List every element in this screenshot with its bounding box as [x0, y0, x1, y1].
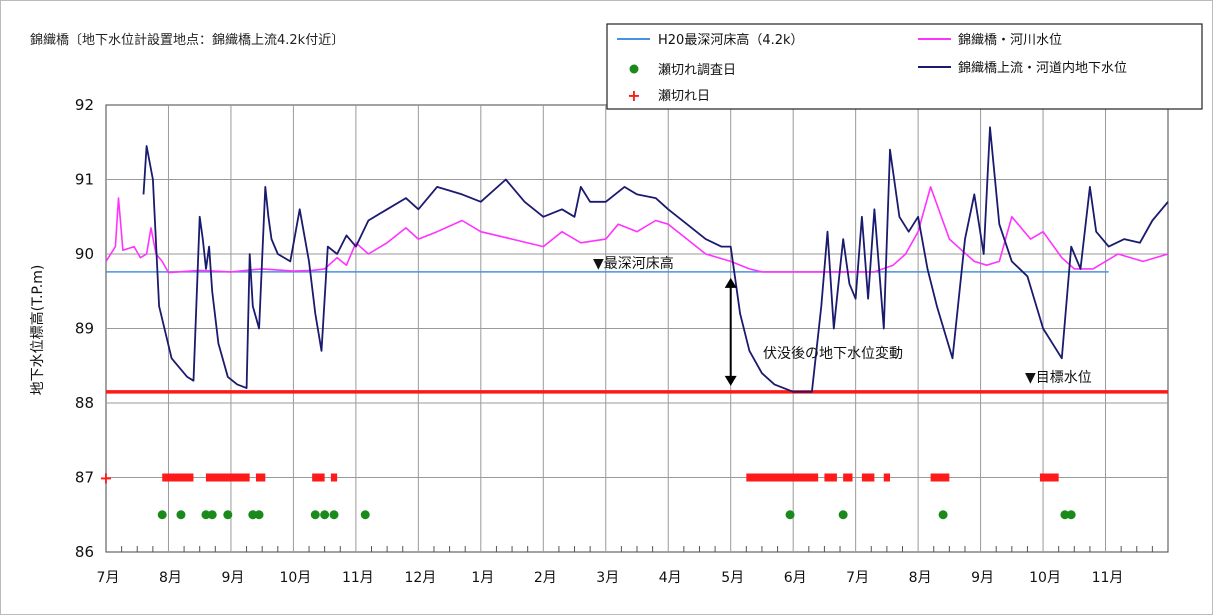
- y-tick-label: 89: [75, 320, 94, 338]
- x-tick-label: 10月: [279, 570, 311, 586]
- x-tick-label: 8月: [159, 570, 182, 586]
- dryup-range: [330, 473, 338, 482]
- survey-marker: [838, 510, 848, 520]
- y-tick-label: 88: [75, 394, 94, 412]
- change-arrow-head-bottom: [724, 375, 737, 386]
- dryup-range: [843, 473, 853, 482]
- legend: H20最深河床高（4.2k） 瀬切れ調査日 + 瀬切れ日 錦織橋・河川水位 錦織…: [606, 23, 1203, 110]
- axis-layer: 7月 8月 9月 10月 11月 12月 1月 2月 3月 4月 5月 6月 7月 8月 9月 10月 11月 8…: [75, 96, 1153, 586]
- dryup-range: [861, 473, 875, 482]
- x-tick-label: 9月: [221, 570, 244, 586]
- target-level-annotation: ▼目標水位: [1025, 370, 1092, 386]
- y-axis-label: 地下水位標高(T.P.m): [29, 265, 46, 396]
- x-tick-label: 3月: [596, 570, 619, 586]
- river-level-line: [105, 186, 1169, 274]
- y-tick-label: 92: [75, 96, 94, 114]
- x-tick-label: 4月: [659, 570, 682, 586]
- x-tick-label: 7月: [846, 570, 869, 586]
- groundwater-level-line: [142, 126, 1169, 393]
- annotation-layer: ▼最深河床高 伏没後の地下水位変動 ▼目標水位: [593, 255, 1092, 386]
- y-tick-label: 86: [75, 543, 94, 561]
- survey-marker: [320, 510, 330, 520]
- survey-marker: [1060, 510, 1070, 520]
- survey-marker: [201, 510, 211, 520]
- survey-marker: [360, 510, 370, 520]
- legend-river-label: 錦織橋・河川水位: [958, 32, 1062, 48]
- dryup-range: [312, 473, 325, 482]
- legend-dryup-label: 瀬切れ日: [658, 89, 710, 104]
- marker-layer: +: [99, 277, 1076, 520]
- legend-dryup-marker: +: [627, 86, 640, 105]
- x-tick-label: 11月: [1092, 570, 1124, 586]
- legend-groundwater-label: 錦織橋上流・河道内地下水位: [958, 60, 1127, 76]
- dryup-range: [1039, 473, 1059, 482]
- dryup-marker: +: [99, 469, 112, 488]
- survey-marker: [248, 510, 258, 520]
- dryup-range: [883, 473, 891, 482]
- legend-survey-marker: [629, 64, 639, 74]
- x-tick-label: 1月: [471, 570, 494, 586]
- legend-survey-label: 瀬切れ調査日: [658, 63, 736, 78]
- dryup-range: [824, 473, 837, 482]
- y-tick-label: 91: [75, 171, 94, 189]
- chart-title: 錦織橋〔地下水位計設置地点：錦織橋上流4.2k付近〕: [30, 32, 344, 48]
- x-tick-label: 8月: [909, 570, 932, 586]
- survey-marker: [938, 510, 948, 520]
- x-tick-label: 10月: [1029, 570, 1061, 586]
- groundwater-change-annotation: 伏没後の地下水位変動: [763, 345, 903, 362]
- x-tick-label: 12月: [404, 570, 436, 586]
- legend-bed-label: H20最深河床高（4.2k）: [658, 32, 804, 48]
- survey-marker: [176, 510, 186, 520]
- dryup-range: [162, 473, 194, 482]
- x-tick-label: 7月: [97, 570, 120, 586]
- survey-marker: [310, 510, 320, 520]
- dryup-range: [205, 473, 250, 482]
- survey-marker: [329, 510, 339, 520]
- y-tick-label: 87: [75, 469, 94, 487]
- x-tick-label: 11月: [342, 570, 374, 586]
- y-tick-label: 90: [75, 245, 94, 263]
- x-tick-label: 9月: [971, 570, 994, 586]
- survey-marker: [1066, 510, 1076, 520]
- x-tick-label: 5月: [721, 570, 744, 586]
- change-arrow-head-top: [724, 277, 737, 288]
- x-tick-label: 2月: [534, 570, 557, 586]
- survey-marker: [254, 510, 264, 520]
- x-tick-label: 6月: [784, 570, 807, 586]
- legend-box: [606, 23, 1203, 110]
- survey-marker: [207, 510, 217, 520]
- survey-marker: [157, 510, 167, 520]
- series-layer: [105, 126, 1169, 394]
- dryup-range: [255, 473, 266, 482]
- dryup-range: [930, 473, 950, 482]
- survey-marker: [785, 510, 795, 520]
- dryup-range: [746, 473, 819, 482]
- bed-annotation: ▼最深河床高: [593, 255, 674, 272]
- survey-marker: [223, 510, 233, 520]
